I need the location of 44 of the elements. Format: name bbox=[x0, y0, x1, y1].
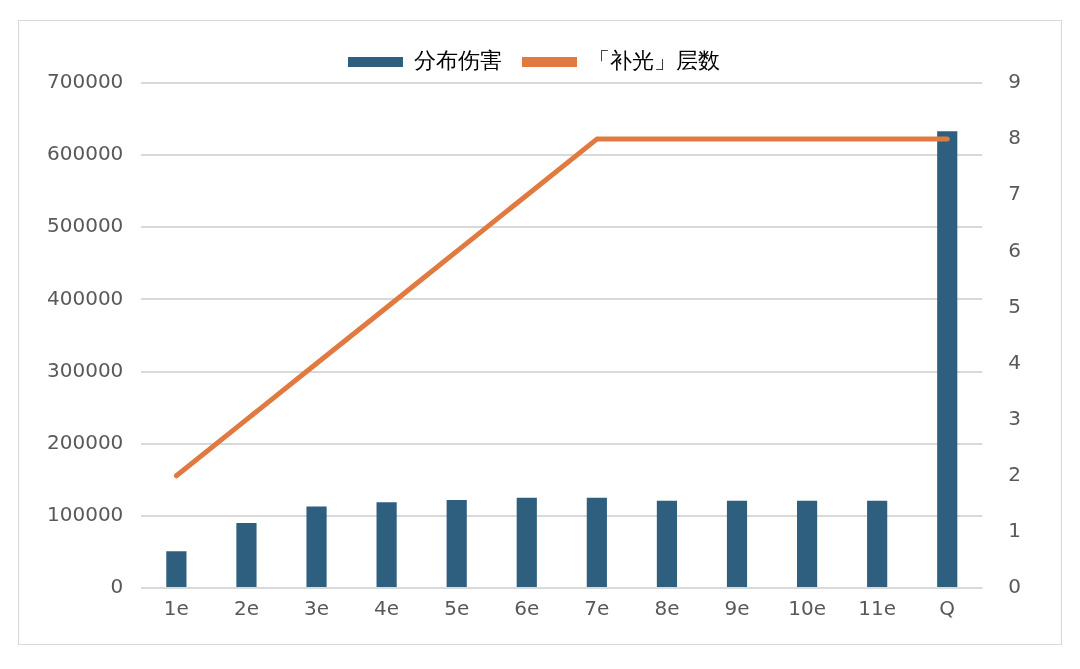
y-tick-label: 0 bbox=[110, 574, 124, 599]
bar bbox=[166, 551, 187, 587]
bar bbox=[867, 500, 888, 587]
x-tick-label: 6e bbox=[514, 596, 540, 621]
bar bbox=[516, 497, 537, 587]
y2-tick-label: 9 bbox=[1008, 69, 1022, 94]
y-tick-label: 700000 bbox=[46, 69, 124, 94]
bar bbox=[446, 499, 467, 587]
bar bbox=[306, 506, 327, 587]
x-tick-label: 3e bbox=[304, 596, 330, 621]
y-tick-label: 500000 bbox=[46, 213, 124, 238]
y2-tick-label: 5 bbox=[1008, 293, 1022, 318]
y2-tick-label: 4 bbox=[1008, 349, 1022, 374]
x-tick-label: 7e bbox=[584, 596, 610, 621]
x-tick-label: 9e bbox=[724, 596, 750, 621]
x-tick-label: 5e bbox=[444, 596, 470, 621]
y2-tick-label: 1 bbox=[1008, 518, 1022, 543]
y-tick-label: 100000 bbox=[46, 502, 124, 527]
y2-tick-label: 7 bbox=[1008, 181, 1022, 206]
bar bbox=[796, 500, 818, 587]
y-tick-label: 200000 bbox=[46, 429, 124, 454]
legend-label: 分布伤害 bbox=[414, 47, 502, 73]
y2-tick-label: 6 bbox=[1008, 237, 1022, 262]
x-tick-label: Q bbox=[939, 596, 956, 621]
bar bbox=[937, 131, 958, 587]
bar bbox=[586, 497, 607, 587]
x-tick-label: 11e bbox=[858, 596, 897, 621]
y2-tick-label: 0 bbox=[1008, 574, 1022, 599]
y2-tick-label: 2 bbox=[1008, 461, 1022, 486]
bar bbox=[726, 500, 748, 587]
x-tick-label: 2e bbox=[233, 596, 259, 621]
y-tick-label: 400000 bbox=[46, 285, 124, 310]
y-tick-label: 300000 bbox=[46, 357, 124, 382]
x-tick-label: 10e bbox=[788, 596, 826, 621]
x-tick-label: 8e bbox=[654, 596, 680, 621]
y2-tick-label: 3 bbox=[1008, 405, 1022, 430]
y-tick-label: 600000 bbox=[46, 141, 124, 166]
legend-label: 「补光」层数 bbox=[588, 47, 720, 73]
bar bbox=[236, 523, 257, 587]
y2-tick-label: 8 bbox=[1008, 125, 1022, 150]
x-tick-label: 1e bbox=[163, 596, 189, 621]
bar bbox=[376, 502, 397, 587]
bar bbox=[656, 500, 678, 587]
x-tick-label: 4e bbox=[374, 596, 400, 621]
